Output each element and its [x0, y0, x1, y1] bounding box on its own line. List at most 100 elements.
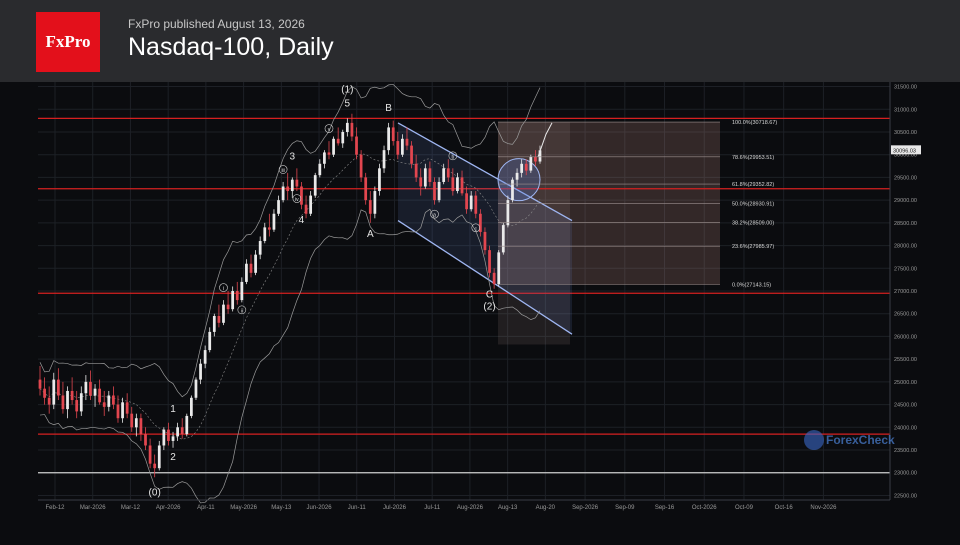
- upper-band: [39, 84, 541, 398]
- watermark: ForexCheck: [804, 430, 895, 450]
- candle-body: [538, 150, 542, 162]
- candle-body: [231, 291, 235, 310]
- wave-label: iii: [281, 168, 284, 174]
- candle-body: [524, 163, 528, 171]
- wave-label: (0): [149, 487, 161, 498]
- wave-label-circle: [292, 194, 302, 203]
- wave-label: c: [475, 226, 478, 232]
- current-price-tag: [891, 145, 921, 155]
- wave-label-circle: [448, 151, 458, 161]
- y-tick-label: 26000.00: [894, 334, 917, 340]
- x-tick-label: Aug-20: [536, 505, 556, 511]
- fib-level-label: 38.2%(28509.00): [732, 220, 774, 226]
- fib-level-label: 0.0%(27143.15): [732, 282, 771, 288]
- wave-label: i: [223, 286, 224, 292]
- wave-label: b: [451, 154, 454, 160]
- published-line: FxPro published August 13, 2026: [128, 17, 305, 31]
- candle-body: [520, 163, 524, 173]
- candle-body: [249, 263, 253, 273]
- candle-body: [428, 168, 432, 182]
- price-chart: 100.0%(30718.67) 78.6%(29953.51) 61.8%(293…: [38, 82, 921, 511]
- y-tick-label: 24000.00: [894, 425, 917, 431]
- wave-label: (1): [341, 84, 353, 95]
- wave-label-circle: [471, 223, 481, 233]
- candle-body: [212, 315, 216, 332]
- channel-lower-line: [397, 220, 573, 335]
- candle-body: [176, 427, 179, 437]
- fib-level-label: 100.0%(30718.67): [732, 120, 777, 126]
- candle-body: [52, 379, 56, 405]
- wave-label-circle: [278, 165, 288, 174]
- candle-body: [89, 381, 92, 396]
- x-tick-label: Feb-12: [45, 505, 65, 511]
- candle-body: [460, 177, 464, 194]
- y-tick-label: 25500.00: [894, 357, 917, 363]
- x-tick-label: Jul-11: [424, 505, 441, 511]
- candle-body: [295, 179, 299, 187]
- candle-body: [134, 418, 138, 428]
- candle-body: [465, 193, 468, 210]
- y-tick-label: 22500.00: [894, 493, 917, 499]
- y-tick-label: 28000.00: [894, 244, 917, 250]
- y-tick-label: 30000.00: [894, 153, 917, 159]
- wave-label: C: [486, 289, 493, 300]
- candle-body: [511, 179, 514, 201]
- candle-body: [217, 315, 221, 323]
- candle-body: [208, 331, 212, 351]
- chart-area: 100.0%(30718.67) 78.6%(29953.51) 61.8%(293…: [0, 82, 960, 540]
- candle-body: [162, 429, 166, 446]
- candle-body: [355, 136, 358, 155]
- candle-body: [194, 379, 198, 398]
- x-tick-label: Oct-16: [775, 505, 794, 511]
- candle-body: [405, 138, 409, 146]
- candle-body: [323, 152, 326, 164]
- wave-label-circle: [237, 305, 247, 315]
- candle-body: [304, 204, 308, 214]
- candle-body: [56, 379, 60, 396]
- wave-label: 3: [290, 151, 296, 162]
- candle-body: [258, 241, 262, 255]
- candle-body: [70, 390, 74, 401]
- candle-body: [483, 231, 487, 251]
- x-tick-label: Sep-2026: [572, 505, 599, 511]
- candle-body: [359, 154, 363, 178]
- candle-body: [121, 402, 124, 419]
- candle-body: [396, 141, 400, 155]
- candle-body: [245, 263, 248, 282]
- candle-body: [286, 186, 290, 192]
- x-tick-label: Nov-2026: [810, 505, 837, 511]
- candle-body: [130, 413, 134, 428]
- candle-body: [240, 281, 244, 301]
- candle-body: [47, 397, 51, 405]
- candle-body: [419, 177, 423, 187]
- candle-body: [98, 388, 102, 403]
- wave-label: iv: [295, 197, 299, 203]
- wave-label: (2): [483, 301, 495, 312]
- y-tick-label: 24500.00: [894, 403, 917, 409]
- candle-body: [167, 429, 170, 441]
- wave-label-circle: [219, 283, 228, 292]
- candle-body: [281, 186, 285, 201]
- y-tick-label: 25000.00: [894, 380, 917, 386]
- candle-body: [171, 436, 175, 441]
- fib-box-layer: [498, 122, 720, 345]
- candle-body: [79, 393, 83, 412]
- y-axis: 31500.00 31000.00 30500.00 30000.00 29500.00…: [889, 82, 921, 500]
- wave-label: 1: [170, 404, 176, 415]
- candle-body: [387, 127, 390, 151]
- x-tick-label: May-2026: [230, 505, 257, 511]
- y-tick-label: 29000.00: [894, 198, 917, 204]
- candle-body: [222, 304, 225, 323]
- wave-label-circle: [324, 124, 334, 133]
- candle-body: [534, 156, 537, 162]
- current-price-label: 30096.03: [893, 148, 916, 154]
- x-axis: Feb-12 Mar-2026 Mar-12 Apr-2026 Apr-11 May-20…: [38, 499, 890, 511]
- candle-body: [515, 172, 519, 180]
- candle-body: [469, 195, 473, 210]
- y-tick-label: 23500.00: [894, 448, 917, 454]
- candle-body: [272, 213, 276, 230]
- x-tick-label: Sep-16: [655, 505, 675, 511]
- candlestick-series: [38, 113, 542, 478]
- candle-body: [157, 445, 161, 469]
- x-tick-label: Aug-2026: [457, 505, 484, 511]
